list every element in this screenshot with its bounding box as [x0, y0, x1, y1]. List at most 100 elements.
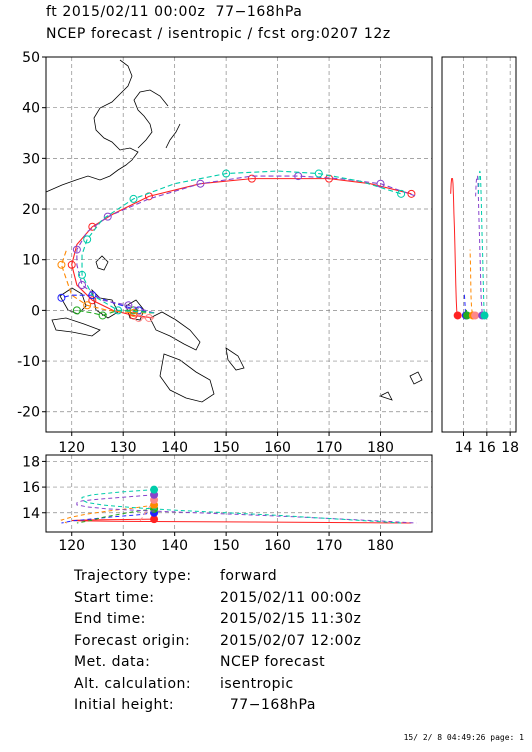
side-x-tick-label: 16 — [478, 440, 496, 456]
trajectory-marker — [124, 301, 133, 310]
side-start-marker — [453, 311, 462, 320]
side-x-tick-label: 18 — [501, 440, 519, 456]
trajectory-marker — [114, 306, 123, 315]
bottom-x-tick-label: 160 — [264, 538, 291, 554]
bottom-x-tick-label: 180 — [367, 538, 394, 554]
trajectory-marker — [57, 293, 66, 302]
trajectory-marker — [88, 296, 97, 305]
map-panel: -20 -10 0 10 20 30 40 50 120 130 140 150 160 170 180 — [17, 50, 433, 456]
bottom-x-tick-label: 120 — [58, 538, 85, 554]
trajectory-marker — [129, 306, 138, 315]
chart-title-line-1: ft 2015/02/11 00:00z 77−168hPa — [46, 4, 303, 20]
coastline — [409, 371, 423, 385]
trajectory-marker — [83, 301, 92, 310]
longitude-height-panel: 14 16 18 120 130 140 150 160 170 180 — [22, 454, 433, 554]
trajectory-line — [60, 249, 155, 314]
coastline — [45, 59, 139, 193]
bottom-start-marker — [150, 515, 159, 524]
trajectory-marker — [397, 189, 406, 198]
trajectory-marker — [78, 270, 87, 279]
trajectory-line — [81, 170, 402, 314]
side-start-marker — [471, 311, 480, 320]
x-tick-label: 170 — [316, 440, 343, 456]
info-row-initial-height: Initial height: 77−168hPa — [74, 697, 316, 713]
side-trajectory-line — [477, 170, 485, 314]
trajectory-marker — [196, 179, 205, 188]
info-row-forecast-origin: Forecast origin: 2015/02/07 12:00z — [74, 632, 362, 649]
x-tick-label: 150 — [213, 440, 240, 456]
side-x-tick-label: 14 — [455, 440, 473, 456]
info-row-trajectory-type: Trajectory type: forward — [74, 568, 278, 584]
bottom-trajectory-line — [71, 518, 412, 524]
y-tick-label: 10 — [22, 253, 40, 269]
latitude-height-panel: 14 16 18 — [441, 56, 519, 456]
chart-title-line-2: NCEP forecast / isentropic / fcst org:02… — [46, 26, 391, 42]
info-row-start-time: Start time: 2015/02/11 00:00z — [74, 589, 362, 606]
trajectory-line — [76, 175, 417, 314]
trajectory-marker — [314, 169, 323, 178]
coastline — [95, 255, 109, 271]
x-tick-label: 130 — [110, 440, 137, 456]
coastline — [133, 89, 169, 149]
coastline — [165, 123, 181, 149]
trajectory-marker — [57, 260, 66, 269]
trajectory-marker — [407, 189, 416, 198]
trajectory-marker — [129, 194, 138, 203]
trajectory-marker — [98, 311, 107, 320]
x-tick-label: 160 — [264, 440, 291, 456]
coastline — [149, 311, 201, 351]
trajectory-marker — [72, 306, 81, 315]
bottom-trajectory-line — [81, 489, 402, 524]
trajectory-marker — [129, 308, 138, 317]
page-footer-timestamp: 15/ 2/ 8 04:49:26 page: 1 — [403, 733, 524, 742]
y-tick-label: 40 — [22, 101, 40, 117]
y-tick-label: 50 — [22, 50, 40, 66]
info-row-met-data: Met. data: NCEP forecast — [74, 654, 326, 670]
bottom-y-tick-label: 14 — [22, 506, 40, 522]
y-tick-label: 20 — [22, 202, 40, 218]
x-tick-label: 180 — [367, 440, 394, 456]
coastline — [51, 317, 101, 337]
info-row-alt-calculation: Alt. calculation: isentropic — [74, 675, 294, 692]
side-frame — [441, 56, 517, 433]
trajectory-marker — [72, 245, 81, 254]
trajectory-marker — [67, 260, 76, 269]
trajectory-marker — [134, 313, 143, 322]
bottom-trajectory-line — [76, 494, 417, 524]
trajectory-figure: -20 -10 0 10 20 30 40 50 120 130 140 150 160 170 180 1… — [17, 50, 519, 554]
bottom-x-tick-label: 130 — [110, 538, 137, 554]
side-start-marker — [463, 311, 471, 320]
trajectory-marker — [144, 313, 153, 322]
bottom-y-tick-label: 16 — [22, 480, 40, 496]
y-tick-label: 0 — [31, 303, 40, 319]
side-trajectory-line — [475, 175, 483, 313]
trajectory-info-table: Trajectory type: forward Start time: 2015/… — [74, 568, 361, 719]
trajectory-marker — [88, 291, 97, 300]
y-tick-label: -20 — [17, 405, 40, 421]
bottom-y-tick-label: 18 — [22, 454, 40, 470]
info-row-end-time: End time: 2015/02/15 11:30z — [74, 611, 362, 627]
coastline — [125, 299, 145, 321]
side-trajectory-line — [464, 309, 468, 316]
side-start-marker — [480, 311, 489, 320]
map-frame — [45, 56, 433, 433]
bottom-trajectory-line — [76, 508, 155, 524]
bottom-x-tick-label: 150 — [213, 538, 240, 554]
trajectory-marker — [222, 169, 231, 178]
side-trajectory-line — [463, 294, 467, 314]
trajectory-marker — [83, 235, 92, 244]
trajectory-marker — [78, 281, 87, 290]
bottom-trajectory-line — [138, 499, 155, 524]
bottom-start-marker — [150, 485, 159, 494]
side-trajectory-line — [450, 178, 459, 319]
trajectory-marker — [88, 222, 97, 231]
x-tick-label: 140 — [161, 440, 188, 456]
trajectory-line — [71, 178, 412, 319]
coastline — [159, 353, 215, 403]
bottom-frame — [45, 454, 433, 533]
coastline — [378, 391, 393, 401]
y-tick-label: -10 — [17, 354, 40, 370]
bottom-x-tick-label: 170 — [316, 538, 343, 554]
x-tick-label: 120 — [58, 440, 85, 456]
trajectory-marker — [247, 174, 256, 183]
